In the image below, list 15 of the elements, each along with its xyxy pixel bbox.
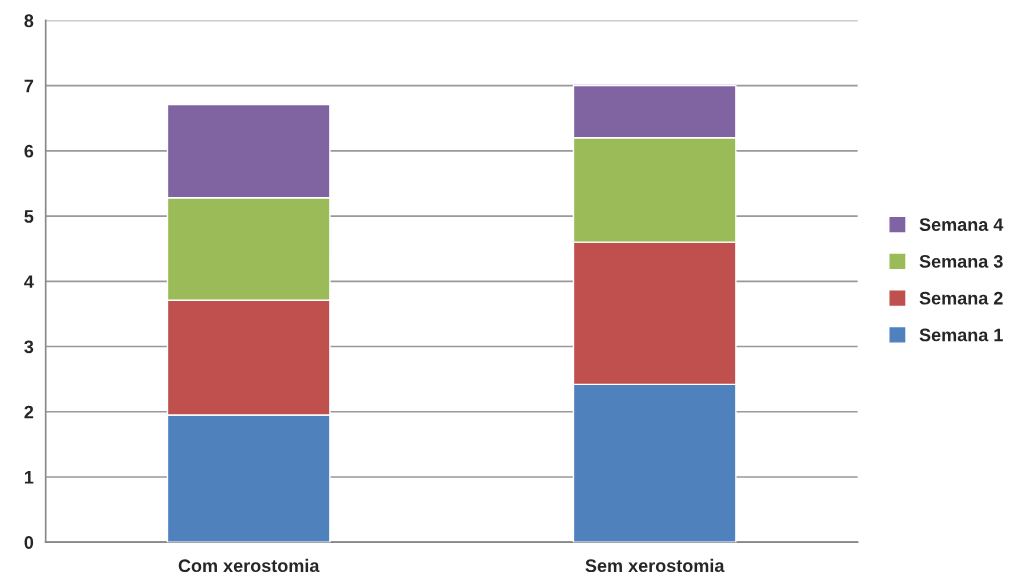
y-tick-label: 3 (24, 340, 34, 354)
y-tick-label: 6 (24, 144, 34, 158)
legend-label: Semana 4 (919, 218, 1004, 232)
y-tick-label: 4 (24, 275, 34, 288)
x-tick-label: Sem xerostomia (585, 558, 725, 573)
y-tick-label: 5 (24, 210, 34, 223)
legend-label: Semana 1 (919, 328, 1003, 342)
x-tick-label: Com xerostomia (178, 558, 320, 573)
legend-label: Semana 2 (919, 291, 1003, 305)
legend-label: Semana 3 (919, 255, 1003, 268)
y-tick-label: 0 (24, 536, 34, 549)
y-tick-label: 8 (24, 14, 34, 28)
y-tick-label: 1 (24, 471, 34, 484)
y-tick-label: 7 (24, 79, 34, 93)
y-tick-label: 2 (24, 405, 34, 419)
